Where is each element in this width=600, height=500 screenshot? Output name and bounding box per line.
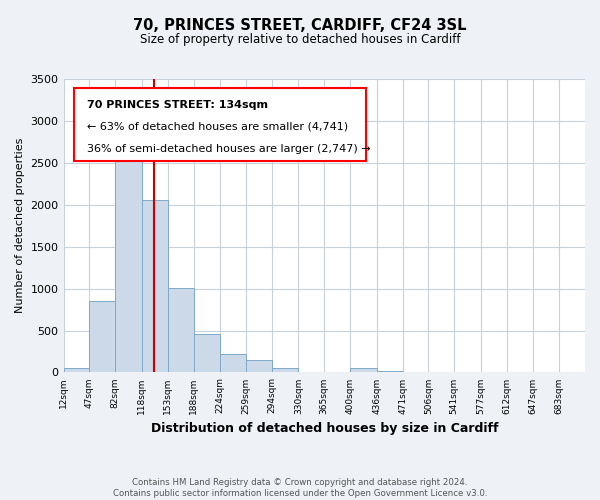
Bar xyxy=(246,360,272,372)
Bar xyxy=(115,144,142,372)
Bar xyxy=(64,368,89,372)
Y-axis label: Number of detached properties: Number of detached properties xyxy=(15,138,25,314)
Bar xyxy=(89,301,115,372)
Bar xyxy=(194,334,220,372)
Text: ← 63% of detached houses are smaller (4,741): ← 63% of detached houses are smaller (4,… xyxy=(87,122,348,132)
X-axis label: Distribution of detached houses by size in Cardiff: Distribution of detached houses by size … xyxy=(151,422,498,435)
FancyBboxPatch shape xyxy=(74,88,366,161)
Text: 70 PRINCES STREET: 134sqm: 70 PRINCES STREET: 134sqm xyxy=(87,100,268,110)
Bar xyxy=(377,371,403,372)
Bar xyxy=(167,288,194,372)
Text: Size of property relative to detached houses in Cardiff: Size of property relative to detached ho… xyxy=(140,32,460,46)
Bar xyxy=(220,354,246,372)
Bar xyxy=(142,200,167,372)
Text: 70, PRINCES STREET, CARDIFF, CF24 3SL: 70, PRINCES STREET, CARDIFF, CF24 3SL xyxy=(133,18,467,32)
Bar xyxy=(272,368,298,372)
Text: Contains HM Land Registry data © Crown copyright and database right 2024.
Contai: Contains HM Land Registry data © Crown c… xyxy=(113,478,487,498)
Text: 36% of semi-detached houses are larger (2,747) →: 36% of semi-detached houses are larger (… xyxy=(87,144,371,154)
Bar xyxy=(350,368,377,372)
